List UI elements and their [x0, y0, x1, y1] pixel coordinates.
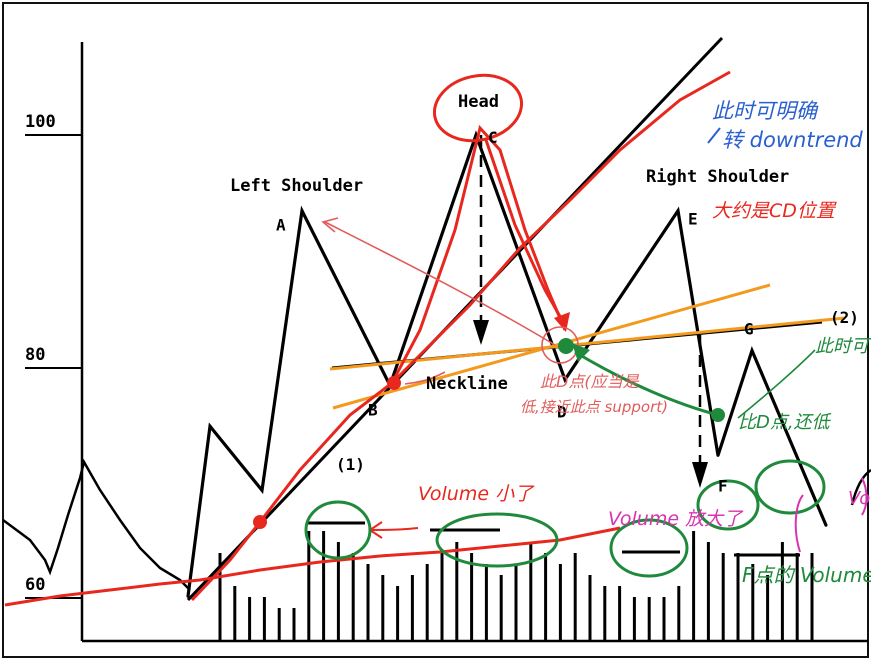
note-cn-d-2: 低,接近此点 support) [520, 398, 668, 416]
measure-arrow-head [473, 135, 489, 345]
price-point-9 [750, 349, 754, 353]
green-circle-vol-4 [696, 479, 760, 531]
note-cn-top-1: 此时可明确 [712, 99, 819, 123]
note-cn-top-2: 转 downtrend [722, 128, 863, 152]
pale-arrow-b [404, 371, 446, 385]
neckline-label: Neckline [426, 374, 508, 394]
note-volume-big: Volume 放大了 [608, 508, 744, 530]
point-label-B: B [368, 400, 378, 419]
note-cn-f: 比D点,还低 [738, 412, 832, 433]
green-circle-vol-1 [304, 500, 372, 560]
pale-arrowhead-a [321, 217, 339, 233]
price-point-8 [716, 453, 720, 457]
orange-line-2 [332, 283, 771, 410]
measure-arrow-right [692, 335, 708, 488]
head-circle [432, 73, 524, 143]
note-cn-d-1: 此D点(应当是 [540, 372, 640, 391]
price-point-10 [824, 523, 828, 527]
point-label-F: F [718, 476, 728, 495]
red-head-trace [390, 124, 567, 384]
red-dot-1 [253, 515, 267, 529]
pale-arrow-volume [371, 527, 419, 531]
green-circle-vol-3 [609, 518, 689, 578]
note-cn-f-volume: F点的 Volume [742, 563, 871, 587]
volume-bars [218, 521, 814, 641]
point-label-A: A [276, 216, 286, 235]
left-shoulder-label: Left Shoulder [230, 176, 363, 196]
note-volume-cut: Vo [848, 488, 870, 509]
y-tick-label-80: 80 [25, 345, 45, 365]
point-letters: A B C D E F G [276, 128, 754, 495]
orange-line-1 [329, 316, 846, 371]
point-label-C: C [488, 128, 498, 147]
note-volume-small: Volume 小了 [418, 483, 535, 505]
mark-1-label: (1) [336, 455, 365, 474]
red-volume-line [4, 526, 621, 607]
right-shoulder-label: Right Shoulder [646, 167, 789, 187]
price-point-2 [260, 488, 264, 492]
red-dot-2 [387, 376, 401, 390]
hand-zigzag-left [2, 458, 191, 591]
price-point-3 [300, 209, 304, 213]
green-arrowhead-d [572, 343, 590, 362]
pink-bracket [794, 494, 804, 553]
green-circle-vol-2 [435, 512, 559, 568]
y-tick-labels: 100 80 60 [25, 112, 56, 595]
price-point-7 [676, 209, 680, 213]
hand-curve-right [850, 468, 871, 506]
y-ticks [25, 134, 82, 599]
mark-2-label: (2) [830, 308, 859, 327]
note-cn-right-shoulder: 大约是CD位置 [712, 200, 837, 222]
green-arrow-f-to-d [574, 350, 719, 417]
point-label-D: D [557, 403, 567, 422]
pale-arrow-a [324, 221, 556, 346]
pale-circle-d [541, 326, 579, 364]
y-tick-label-100: 100 [25, 112, 56, 132]
blue-check [707, 127, 721, 144]
note-cn-g: 此时可 [815, 336, 871, 357]
head-label: Head [458, 92, 499, 112]
red-arrowhead-d [554, 312, 570, 332]
price-point-1 [208, 424, 212, 428]
price-point-6 [563, 378, 567, 382]
green-dot-d [558, 338, 574, 354]
pink-bracket-right [861, 477, 868, 516]
green-arrow-g [737, 349, 816, 419]
green-circle-vol-5 [754, 459, 826, 515]
red-arrow-to-d [484, 139, 564, 321]
y-tick-label-60: 60 [25, 575, 45, 595]
point-label-E: E [688, 210, 698, 229]
point-label-G: G [744, 320, 754, 339]
